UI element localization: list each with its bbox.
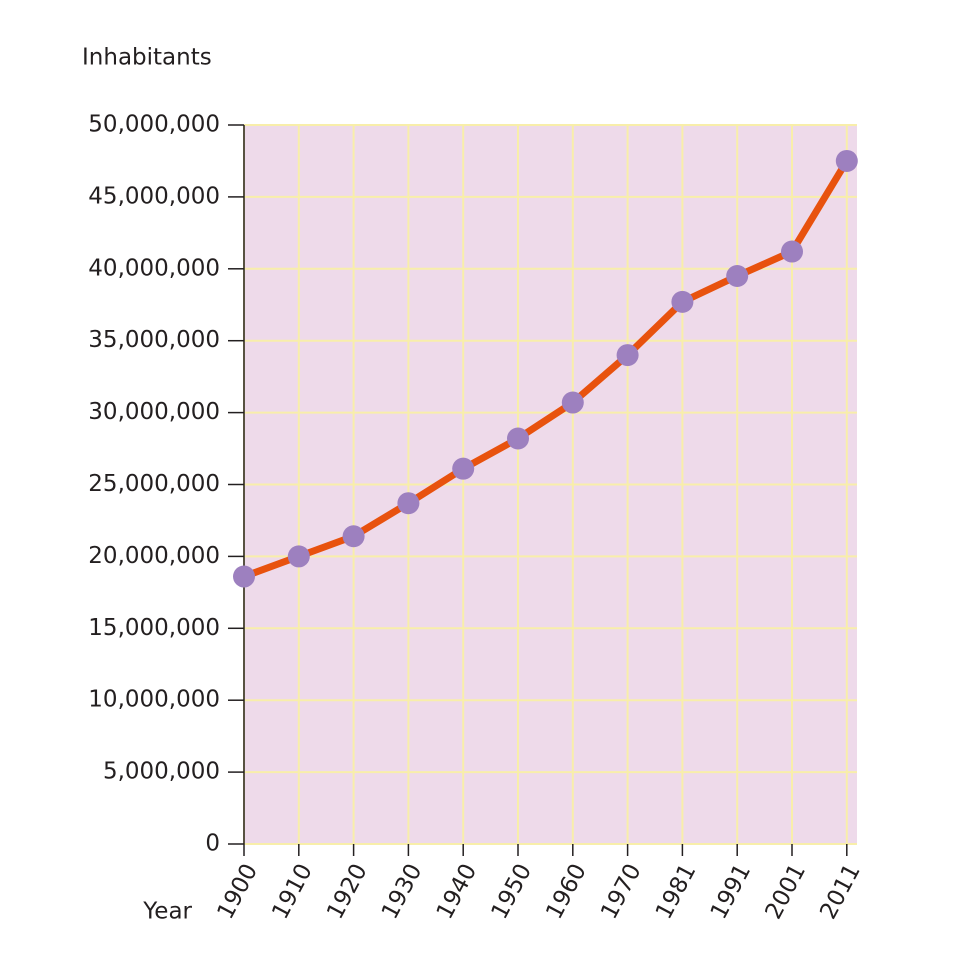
y-tick-label: 50,000,000 [88, 112, 220, 138]
x-tick-label: 1981 [651, 860, 701, 924]
y-axis-title: Inhabitants [82, 45, 212, 71]
x-tick-label: 2001 [761, 860, 811, 924]
y-tick-label: 20,000,000 [88, 543, 220, 569]
y-tick-label: 10,000,000 [88, 687, 220, 713]
x-tick-label: 1970 [596, 860, 646, 924]
data-point [835, 149, 858, 172]
y-tick-label: 35,000,000 [88, 327, 220, 353]
x-tick-label: 1900 [213, 860, 263, 924]
data-point [507, 427, 529, 450]
x-tick-label: 1960 [541, 860, 591, 924]
y-tick-label: 15,000,000 [88, 615, 220, 641]
x-tick-label: 1991 [706, 860, 756, 924]
data-point [233, 565, 255, 588]
x-tick-label: 1920 [322, 860, 372, 924]
x-tick-label: 1950 [487, 860, 537, 924]
x-axis-title: Year [142, 899, 192, 925]
y-tick-label: 25,000,000 [88, 471, 220, 497]
data-point [452, 457, 475, 480]
y-tick-label: 30,000,000 [88, 399, 220, 425]
data-point [561, 391, 584, 414]
y-tick-label: 5,000,000 [103, 759, 220, 785]
data-point [616, 344, 639, 367]
x-tick-label: 1930 [377, 860, 427, 924]
x-tick-label: 1940 [432, 860, 482, 924]
x-tick-label: 1910 [267, 860, 317, 924]
data-point [781, 240, 803, 263]
y-tick-label: 40,000,000 [88, 255, 220, 281]
data-point [726, 264, 749, 287]
data-point [342, 525, 365, 548]
x-tick-label: 2011 [815, 860, 865, 924]
y-tick-label: 0 [205, 831, 220, 857]
y-tick-label: 45,000,000 [88, 183, 220, 209]
data-point [397, 492, 420, 515]
data-point [287, 545, 310, 568]
data-point [671, 290, 694, 313]
